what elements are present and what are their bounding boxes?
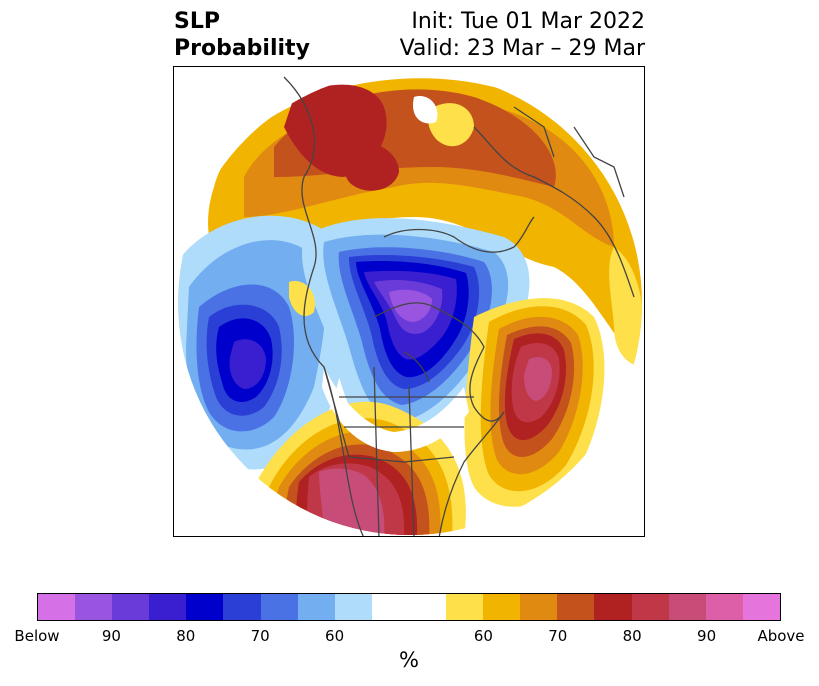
colorbar-segment [557,594,595,620]
shaded-field [178,71,642,535]
title-type: Probability [174,36,310,61]
colorbar-segment [483,594,521,620]
probability-map [173,66,645,537]
coastlines [283,76,635,536]
colorbar-segment [260,594,298,620]
map-canvas [178,71,642,536]
colorbar-segment [408,594,447,620]
map-title: SLP Probability [174,8,310,62]
colorbar-segment [668,594,706,620]
colorbar-segment [297,594,335,620]
colorbar-segment [149,594,187,620]
colorbar-segment [520,594,558,620]
colorbar-tick-label: 90 [697,627,717,645]
colorbar-tick-label: 80 [622,627,642,645]
forecast-dates: Init: Tue 01 Mar 2022 Valid: 23 Mar – 29… [400,8,645,62]
colorbar-tick-label: 60 [473,627,493,645]
colorbar-segment [446,594,484,620]
valid-range: Valid: 23 Mar – 29 Mar [399,36,645,61]
colorbar-tick-label: 60 [325,627,345,645]
colorbar-segment [38,594,76,620]
colorbar [37,593,781,621]
colorbar-unit-label: % [399,648,419,672]
colorbar-segment [705,594,743,620]
colorbar-tick-label: 80 [176,627,196,645]
colorbar-tick-label: 90 [101,627,121,645]
colorbar-segment [223,594,261,620]
colorbar-tick-label: Below [14,627,60,645]
title-variable: SLP [174,9,220,34]
colorbar-segment [186,594,224,620]
colorbar-tick-labels: Below 90 80 70 60 60 70 80 90 Above [0,627,819,647]
colorbar-segment [631,594,669,620]
colorbar-tick-label: 70 [548,627,568,645]
colorbar-segment [742,594,780,620]
init-date: Init: Tue 01 Mar 2022 [411,9,645,34]
colorbar-segment [112,594,150,620]
colorbar-tick-label: 70 [250,627,270,645]
colorbar-segment [334,594,372,620]
colorbar-segment [75,594,113,620]
colorbar-tick-label: Above [757,627,805,645]
colorbar-segment [594,594,632,620]
colorbar-segment [371,594,409,620]
